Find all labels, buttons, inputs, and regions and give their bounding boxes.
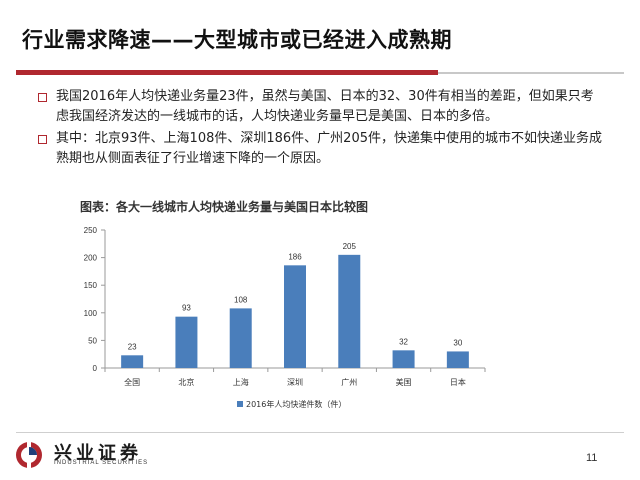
chart-bars (121, 254, 469, 368)
y-tick-label: 0 (93, 364, 98, 373)
x-tick-label: 全国 (124, 377, 140, 387)
data-label: 93 (182, 304, 191, 313)
brand-name-en: INDUSTRIAL SECURITIES (54, 460, 149, 466)
page-number: 11 (586, 452, 598, 464)
y-tick-label: 50 (88, 336, 97, 345)
square-bullet-icon (38, 93, 47, 102)
legend-label: 2016年人均快递件数（件） (246, 399, 346, 409)
bar (392, 350, 415, 368)
footer-divider (16, 432, 624, 433)
x-tick-label: 北京 (178, 377, 194, 387)
bar (284, 265, 306, 368)
industrial-securities-logo-icon (16, 442, 42, 468)
data-label: 205 (343, 242, 357, 251)
bullet-item: 我国2016年人均快递业务量23件，虽然与美国、日本的32、30件有相当的差距，… (38, 87, 603, 127)
bar (446, 351, 469, 368)
brand-logo: 兴业证券 INDUSTRIAL SECURITIES (14, 438, 194, 472)
bullet-list: 我国2016年人均快递业务量23件，虽然与美国、日本的32、30件有相当的差距，… (38, 87, 603, 171)
y-tick-label: 200 (84, 254, 98, 263)
x-tick-label: 广州 (341, 377, 357, 387)
data-label: 108 (234, 295, 248, 304)
data-label: 23 (128, 342, 137, 351)
title-divider-line (438, 72, 624, 74)
y-tick-label: 150 (84, 281, 98, 290)
data-label: 30 (453, 338, 462, 347)
chart-labels: 23 全国 93 北京 108 上海 186 深圳 205 广州 32 美国 30 日本 (124, 242, 466, 387)
data-label: 186 (288, 252, 302, 261)
data-label: 32 (399, 337, 408, 346)
y-tick-label: 100 (84, 309, 98, 318)
bar (338, 254, 361, 368)
slide-title: 行业需求降速——大型城市或已经进入成熟期 (22, 28, 452, 52)
brand-name-cn: 兴业证券 (54, 443, 142, 464)
chart-caption: 图表：各大一线城市人均快递业务量与美国日本比较图 (80, 200, 369, 214)
x-tick-label: 上海 (233, 377, 249, 387)
y-tick-label: 250 (84, 226, 98, 235)
title-divider-accent (16, 70, 438, 75)
bar (175, 316, 198, 368)
x-tick-label: 日本 (450, 377, 466, 387)
x-tick-label: 美国 (396, 377, 412, 387)
chart-legend: 2016年人均快递件数（件） (237, 399, 346, 409)
bar (229, 308, 252, 368)
square-bullet-icon (38, 135, 47, 144)
bullet-text: 其中：北京93件、上海108件、深圳186件、广州205件，快递集中使用的城市不… (56, 131, 602, 166)
bar (121, 355, 144, 368)
x-tick-label: 深圳 (287, 377, 303, 387)
bullet-text: 我国2016年人均快递业务量23件，虽然与美国、日本的32、30件有相当的差距，… (56, 89, 594, 124)
legend-swatch (237, 401, 243, 407)
bullet-item: 其中：北京93件、上海108件、深圳186件、广州205件，快递集中使用的城市不… (38, 129, 603, 169)
